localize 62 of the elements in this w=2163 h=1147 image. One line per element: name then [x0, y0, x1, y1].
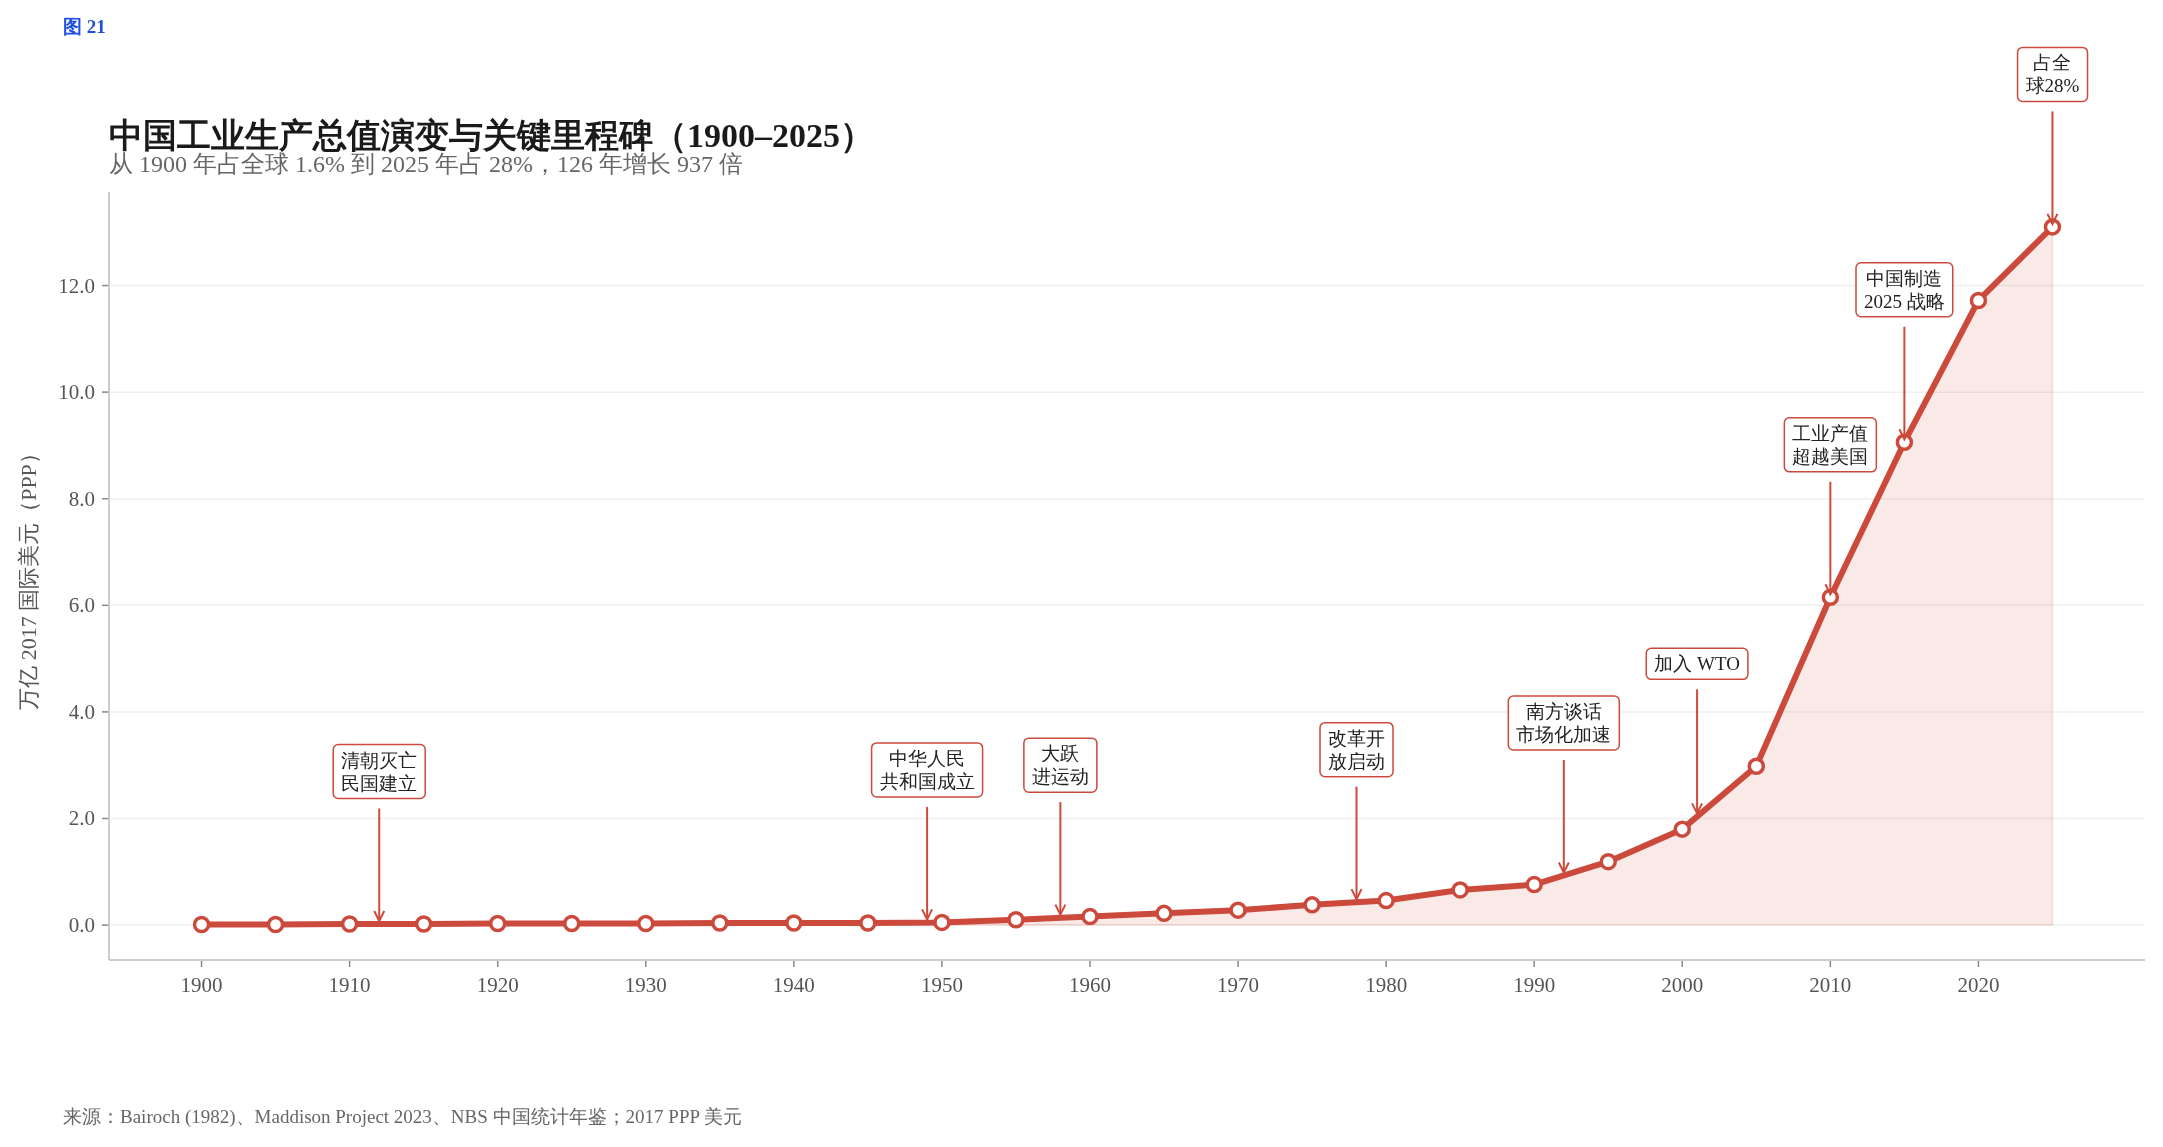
point	[933, 913, 951, 932]
point	[266, 915, 285, 934]
annotation: 南方谈话市场化加速	[1516, 701, 1612, 746]
x-tick-label: 2000	[1661, 973, 1704, 997]
point	[1673, 820, 1692, 838]
y-tick-label: 4.0	[68, 699, 95, 724]
annotation: 加入 WTO	[1654, 653, 1740, 675]
y-tick-label: 6.0	[68, 593, 95, 618]
point	[192, 915, 211, 934]
annotation: 清朝灭亡民国建立	[341, 749, 418, 794]
point	[1377, 891, 1395, 910]
point	[340, 915, 359, 933]
source-note: 来源：Bairoch (1982)、Maddison Project 2023、NBS 中国统计年鉴；2017 PPP 美元	[63, 1106, 743, 1128]
point	[1525, 875, 1543, 894]
y-tick-label: 10.0	[58, 380, 95, 405]
point	[1969, 291, 1988, 310]
point	[859, 914, 877, 932]
annotation: 中华人民共和国成立	[879, 747, 975, 792]
annotation: 改革开放启动	[1328, 727, 1386, 772]
caption: 图 21	[63, 16, 106, 37]
point	[1229, 901, 1247, 919]
point	[488, 914, 507, 933]
annotation: 工业产值超越美国	[1792, 422, 1869, 467]
point	[1599, 852, 1617, 871]
x-tick-label: 1950	[920, 973, 963, 997]
y-tick-label: 12.0	[58, 273, 95, 298]
point	[1747, 757, 1766, 776]
y-tick-label: 8.0	[68, 486, 95, 511]
x-tick-label: 1940	[772, 973, 815, 997]
x-tick-label: 1990	[1513, 973, 1556, 997]
point	[562, 914, 581, 933]
y-tick-label: 0.0	[68, 913, 95, 938]
point	[785, 914, 803, 932]
point	[1155, 904, 1173, 923]
point	[1451, 881, 1469, 899]
point	[414, 915, 433, 933]
x-tick-label: 1980	[1365, 973, 1408, 997]
annotation: 加入 WTO	[1645, 647, 1749, 816]
x-tick-label: 1900	[180, 973, 223, 997]
annotation: 清朝灭亡民国建立	[332, 743, 426, 924]
point	[711, 914, 729, 932]
point	[1303, 896, 1321, 914]
x-tick-label: 1910	[328, 973, 371, 997]
x-tick-label: 1960	[1068, 973, 1111, 997]
x-tick-label: 1930	[624, 973, 667, 997]
x-tick-label: 2020	[1957, 973, 2000, 997]
annotation: 改革开放启动	[1319, 721, 1394, 902]
annotation: 中华人民共和国成立	[870, 742, 984, 922]
annotation: 占全球28%	[2025, 52, 2080, 97]
y-tick-label: 2.0	[68, 806, 95, 831]
annotation: 南方谈话市场化加速	[1507, 695, 1621, 875]
point	[1007, 911, 1025, 929]
point	[637, 914, 655, 933]
annotation: 大跃进运动	[1031, 743, 1089, 788]
x-tick-label: 2010	[1809, 973, 1852, 997]
annotation: 占全球28%	[2016, 46, 2089, 227]
y-axis-title: 万亿 2017 国际美元（PPP）	[16, 442, 41, 710]
point	[1081, 907, 1099, 926]
annotation: 中国制造2025 战略	[1864, 267, 1945, 312]
x-tick-label: 1920	[476, 973, 519, 997]
x-tick-label: 1970	[1217, 973, 1260, 997]
annotation: 大跃进运动	[1023, 737, 1098, 917]
